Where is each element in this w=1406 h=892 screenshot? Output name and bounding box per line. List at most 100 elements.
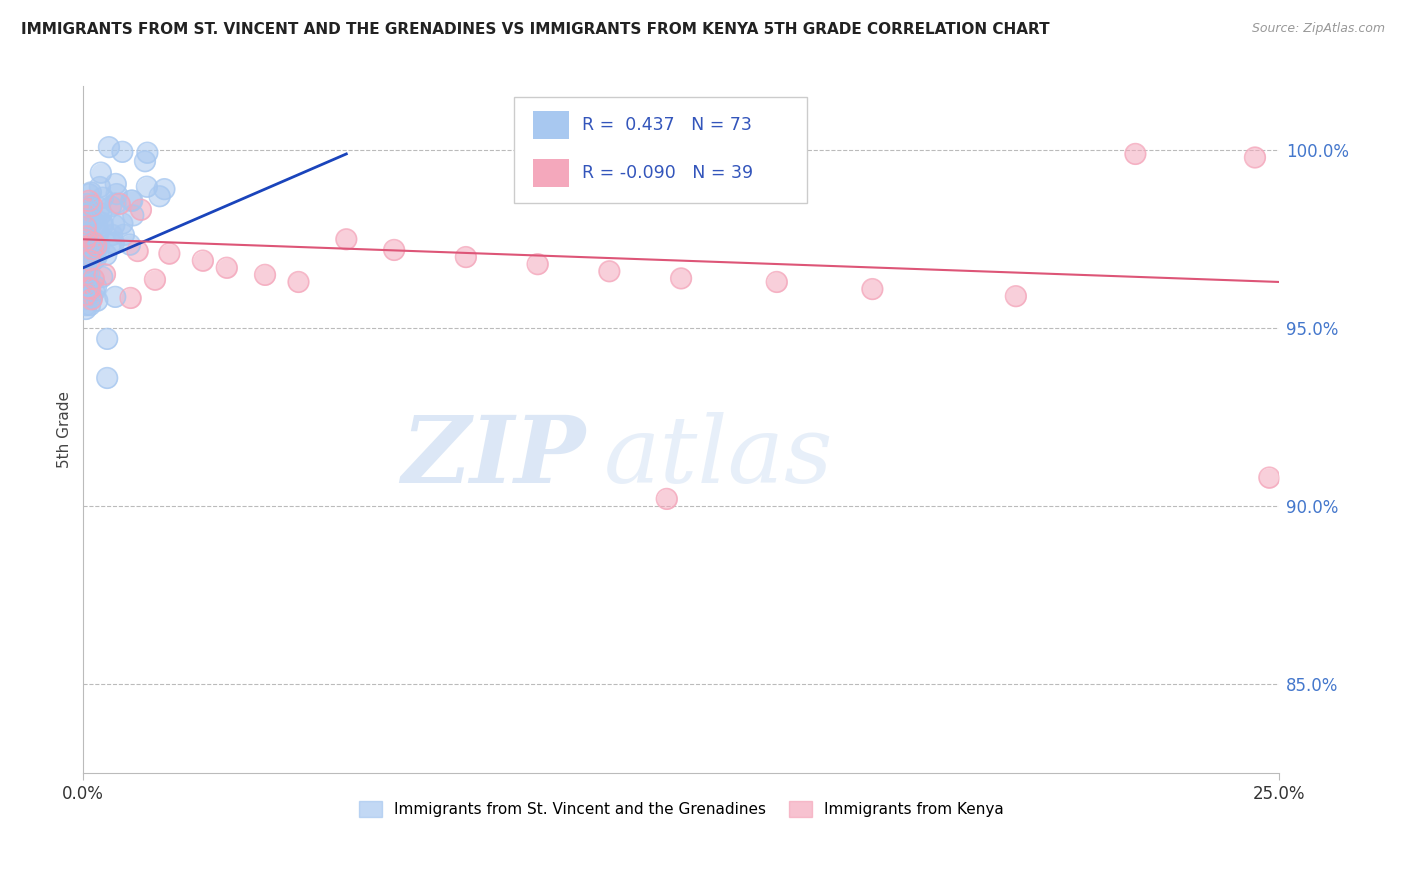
Point	[97, 140, 120, 154]
Point	[100, 236, 122, 251]
Point	[100, 199, 122, 213]
Point	[80, 290, 103, 304]
Point	[1005, 289, 1028, 303]
Point	[136, 145, 159, 160]
Point	[103, 218, 125, 232]
FancyBboxPatch shape	[533, 159, 568, 186]
Point	[118, 237, 141, 252]
Point	[84, 251, 107, 265]
Point	[91, 191, 114, 205]
Point	[75, 253, 97, 268]
Point	[96, 371, 118, 385]
Text: R = -0.090   N = 39: R = -0.090 N = 39	[582, 164, 754, 182]
Point	[526, 257, 548, 271]
Point	[526, 257, 548, 271]
Text: Source: ZipAtlas.com: Source: ZipAtlas.com	[1251, 22, 1385, 36]
Point	[136, 145, 159, 160]
Y-axis label: 5th Grade: 5th Grade	[58, 391, 72, 468]
Point	[76, 278, 98, 293]
Point	[149, 189, 172, 203]
Point	[655, 491, 678, 506]
Point	[84, 243, 107, 257]
Point	[75, 272, 97, 286]
Point	[75, 258, 97, 272]
Point	[94, 268, 117, 282]
Legend: Immigrants from St. Vincent and the Grenadines, Immigrants from Kenya: Immigrants from St. Vincent and the Gren…	[353, 796, 1010, 823]
Point	[96, 332, 118, 346]
Point	[79, 216, 101, 230]
Point	[89, 238, 111, 252]
Point	[80, 293, 103, 307]
Point	[83, 272, 105, 286]
Point	[335, 232, 357, 246]
Point	[75, 258, 97, 272]
Point	[1244, 151, 1267, 165]
Point	[129, 202, 152, 217]
Text: IMMIGRANTS FROM ST. VINCENT AND THE GRENADINES VS IMMIGRANTS FROM KENYA 5TH GRAD: IMMIGRANTS FROM ST. VINCENT AND THE GREN…	[21, 22, 1050, 37]
Point	[77, 243, 100, 257]
Point	[111, 145, 134, 159]
Point	[134, 154, 156, 169]
Point	[1244, 151, 1267, 165]
Point	[1125, 147, 1147, 161]
Point	[75, 292, 97, 306]
Point	[83, 235, 105, 250]
Point	[108, 196, 131, 211]
Point	[79, 282, 101, 296]
Point	[90, 166, 112, 180]
Point	[79, 282, 101, 296]
Point	[129, 202, 152, 217]
Point	[86, 293, 108, 308]
FancyBboxPatch shape	[513, 96, 807, 203]
Point	[83, 235, 105, 250]
Point	[89, 180, 111, 194]
Point	[75, 212, 97, 227]
Point	[89, 238, 111, 252]
Point	[382, 243, 405, 257]
Point	[76, 197, 98, 211]
Point	[598, 264, 620, 278]
Point	[76, 251, 98, 265]
Point	[79, 206, 101, 220]
Point	[75, 238, 97, 252]
Point	[77, 280, 100, 294]
Point	[79, 206, 101, 220]
Point	[87, 226, 110, 240]
Point	[75, 258, 97, 272]
Point	[105, 187, 128, 202]
Point	[75, 301, 97, 316]
Point	[77, 243, 100, 257]
Point	[89, 201, 111, 215]
Point	[77, 227, 100, 241]
Point	[287, 275, 309, 289]
Point	[91, 219, 114, 233]
Point	[80, 290, 103, 304]
Point	[1125, 147, 1147, 161]
Point	[100, 199, 122, 213]
Point	[90, 206, 112, 220]
Point	[111, 217, 134, 231]
Point	[112, 227, 135, 242]
Point	[191, 253, 214, 268]
Point	[860, 282, 883, 296]
Point	[86, 218, 108, 232]
Point	[104, 196, 127, 211]
Point	[79, 268, 101, 282]
Point	[89, 180, 111, 194]
Point	[134, 154, 156, 169]
Point	[79, 298, 101, 312]
Point	[84, 251, 107, 265]
Point	[90, 166, 112, 180]
Point	[75, 233, 97, 247]
Point	[669, 271, 692, 285]
Point	[75, 298, 97, 312]
Point	[1005, 289, 1028, 303]
Point	[157, 246, 180, 260]
Point	[82, 242, 104, 256]
Point	[79, 268, 101, 282]
Point	[75, 258, 97, 272]
Point	[75, 298, 97, 312]
Point	[105, 187, 128, 202]
Point	[77, 187, 100, 202]
Point	[77, 227, 100, 241]
